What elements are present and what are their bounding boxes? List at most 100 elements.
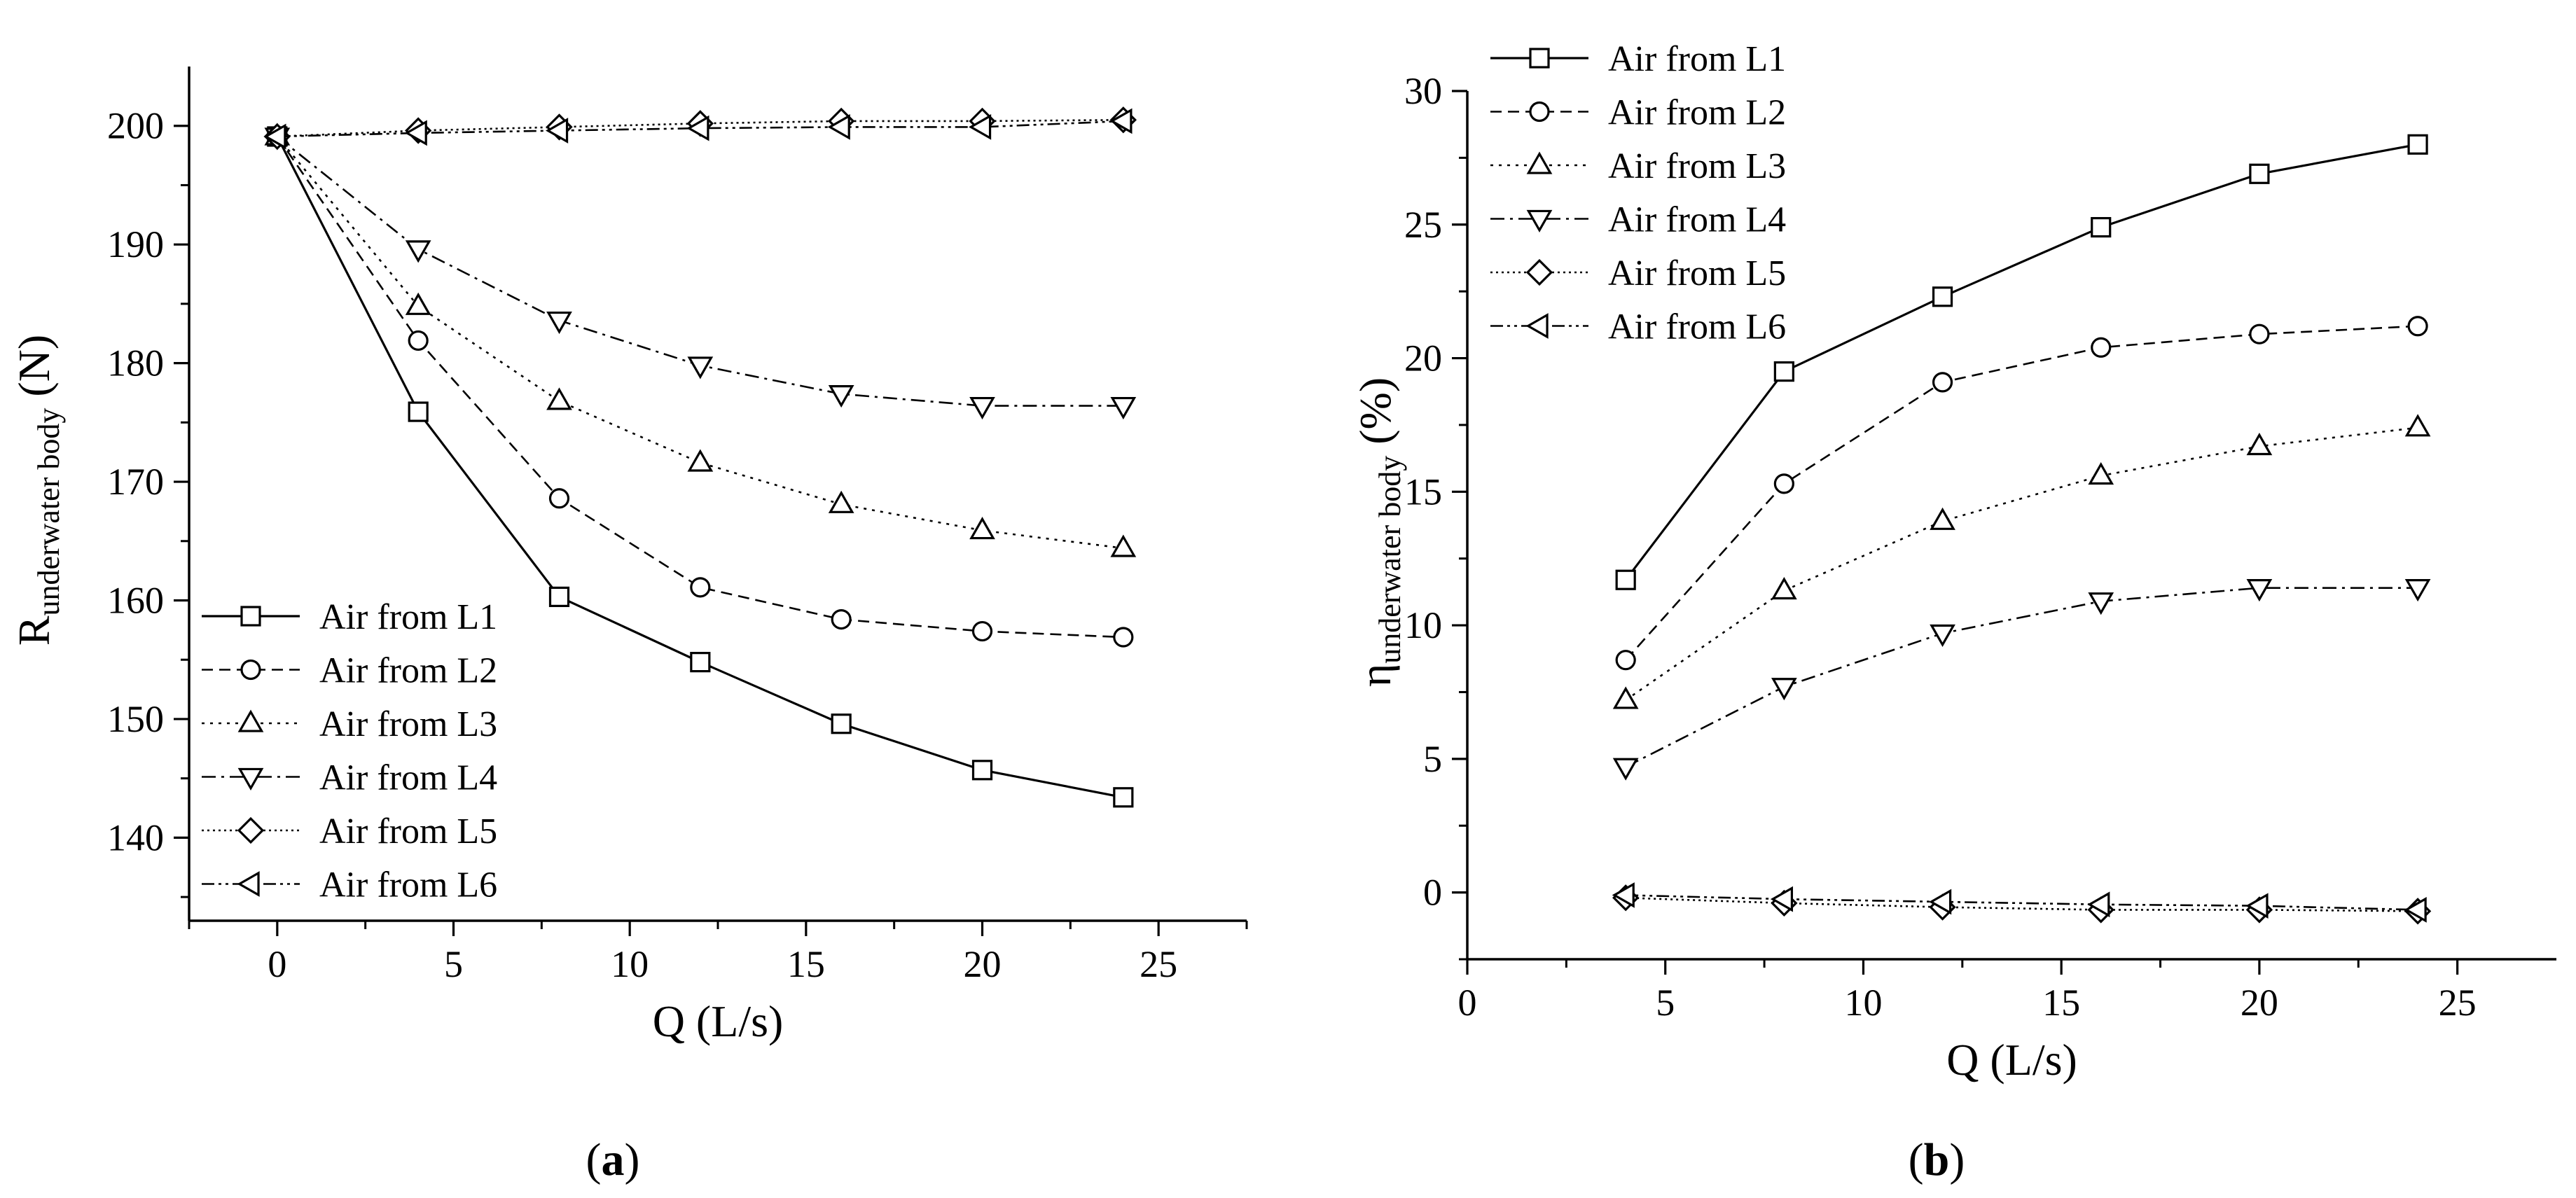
x-tick-label: 20: [964, 943, 1002, 985]
data-point: [2249, 323, 2270, 344]
x-tick-label: 15: [2042, 982, 2080, 1024]
data-point: [831, 609, 852, 630]
data-point: [1930, 507, 1955, 530]
data-point: [404, 120, 427, 146]
data-point: [1113, 787, 1134, 808]
data-point: [1615, 650, 1636, 671]
series-line: [1626, 896, 2418, 912]
series-line: [276, 136, 1123, 550]
data-point: [1110, 396, 1137, 420]
data-point: [1771, 577, 1797, 600]
panel-label-letter: b: [1924, 1134, 1950, 1185]
legend-label: Air from L1: [1608, 39, 1786, 79]
data-point: [408, 330, 429, 351]
y-axis-title-main: R: [9, 615, 59, 646]
series-6: [263, 108, 1133, 150]
data-point: [2407, 316, 2428, 337]
data-point: [1113, 627, 1134, 648]
data-point: [971, 620, 993, 642]
y-tick-label: 5: [1423, 738, 1442, 780]
panel-b: 0 5 10 15 20 25 0 5 10 15 20 25 30 Q (L/s) ηunderwater…: [1350, 39, 2556, 1185]
y-tick-label: 200: [107, 105, 164, 147]
legend-marker: [1529, 101, 1550, 123]
data-point: [687, 356, 714, 379]
y-axis-title-unit: (%): [1350, 377, 1400, 456]
series-4: [264, 127, 1137, 420]
panel-label-close: ): [1949, 1134, 1965, 1185]
series-line: [1625, 587, 2418, 768]
y-tick-label: 0: [1423, 872, 1442, 914]
y-tick-label: 160: [107, 580, 164, 622]
data-point: [687, 449, 714, 472]
data-point: [831, 713, 852, 734]
y-axis-title-subscript: underwater body: [32, 408, 66, 616]
data-point: [686, 115, 709, 141]
data-point: [2245, 893, 2269, 919]
legend-marker: [237, 709, 264, 732]
x-tick-label: 20: [2241, 982, 2278, 1024]
legend-label: Air from L3: [1608, 146, 1786, 186]
legend-label: Air from L5: [319, 812, 497, 851]
series-3: [264, 123, 1137, 557]
legend-marker: [1529, 48, 1550, 69]
x-tick-label: 5: [1656, 982, 1675, 1024]
legend-label: Air from L3: [319, 704, 497, 744]
data-point: [969, 517, 995, 540]
x-tick-label: 0: [1458, 982, 1477, 1024]
legend-label: Air from L1: [319, 597, 497, 637]
y-tick-label: 30: [1404, 70, 1442, 112]
data-point: [546, 118, 569, 144]
y-axis-title: Runderwater body (N): [9, 335, 66, 646]
data-point: [969, 396, 995, 420]
data-point: [1770, 886, 1794, 912]
legend-label: Air from L2: [1608, 93, 1786, 133]
y-axis-title-unit: (N): [9, 335, 59, 408]
series-line: [1626, 894, 2418, 911]
data-point: [2404, 897, 2427, 923]
data-point: [546, 387, 572, 410]
legend: Air from L1 Air from L2 Air from L3 Air fro…: [202, 597, 497, 905]
series-5: [1612, 884, 2432, 925]
panel-label-close: ): [625, 1134, 640, 1185]
series-line: [1625, 426, 2418, 701]
legend: Air from L1 Air from L2 Air from L3 Air fro…: [1490, 39, 1786, 347]
series-1: [1615, 134, 2428, 590]
series-2: [1615, 316, 2428, 671]
data-point: [1771, 678, 1797, 701]
series-line: [276, 136, 1123, 639]
data-point: [1110, 534, 1137, 557]
data-point: [1929, 889, 1952, 915]
data-point: [2091, 337, 2112, 358]
panel-label-open: (: [1909, 1134, 1924, 1185]
data-point: [263, 123, 286, 150]
panel-label: (a): [586, 1134, 640, 1185]
legend-label: Air from L5: [1608, 253, 1786, 293]
x-axis-title: Q (L/s): [1946, 1035, 2077, 1085]
panel-label: (b): [1909, 1134, 1965, 1185]
x-tick-label: 0: [268, 943, 286, 985]
data-point: [1773, 361, 1794, 382]
data-point: [1932, 372, 1953, 393]
y-tick-label: 150: [107, 698, 164, 740]
legend-marker: [1526, 151, 1553, 174]
data-point: [1612, 758, 1639, 781]
legend-label: Air from L4: [319, 758, 497, 798]
data-point: [548, 488, 570, 509]
series-4: [1612, 579, 2431, 781]
data-point: [2088, 592, 2114, 615]
panel-a: 0 5 10 15 20 25 140 150 160 170 180 190 200 Q (L/s) Ru…: [9, 67, 1248, 1185]
legend-marker: [237, 871, 260, 897]
x-tick-label: 5: [444, 943, 463, 985]
data-point: [2249, 163, 2270, 184]
y-tick-label: 10: [1404, 604, 1442, 646]
x-tick-label: 15: [787, 943, 825, 985]
data-point: [1612, 882, 1635, 908]
y-tick-label: 20: [1404, 337, 1442, 379]
legend-marker: [237, 816, 265, 844]
y-tick-label: 140: [107, 816, 164, 858]
data-point: [405, 292, 431, 315]
legend-marker: [240, 659, 261, 681]
series-line: [1624, 143, 2418, 581]
y-tick-label: 170: [107, 461, 164, 503]
legend-marker: [1526, 209, 1553, 232]
